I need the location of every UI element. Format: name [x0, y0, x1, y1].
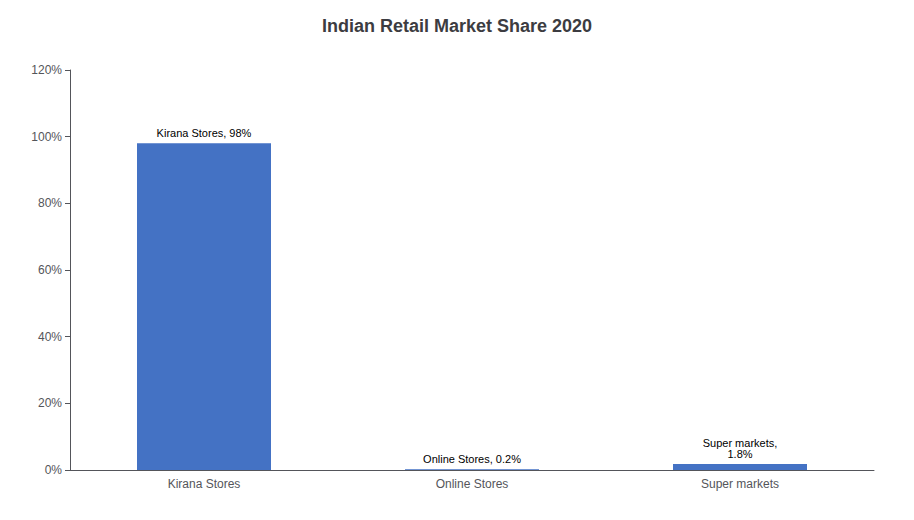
svg-text:Kirana Stores, 98%: Kirana Stores, 98%: [157, 127, 252, 139]
svg-text:Super markets,: Super markets,: [702, 436, 778, 449]
svg-text:Online Stores: Online Stores: [436, 477, 509, 491]
svg-text:Kirana Stores: Kirana Stores: [168, 477, 241, 491]
svg-text:1.8%: 1.8%: [727, 448, 752, 460]
svg-text:Online Stores, 0.2%: Online Stores, 0.2%: [423, 453, 521, 465]
svg-text:60%: 60%: [38, 263, 62, 277]
svg-text:120%: 120%: [31, 63, 62, 77]
svg-text:Indian Retail Market Share 202: Indian Retail Market Share 2020: [322, 16, 592, 36]
svg-text:0%: 0%: [45, 463, 63, 477]
svg-text:Super markets: Super markets: [701, 477, 779, 491]
svg-text:100%: 100%: [31, 130, 62, 144]
svg-text:20%: 20%: [38, 396, 62, 410]
svg-text:40%: 40%: [38, 330, 62, 344]
svg-text:80%: 80%: [38, 196, 62, 210]
